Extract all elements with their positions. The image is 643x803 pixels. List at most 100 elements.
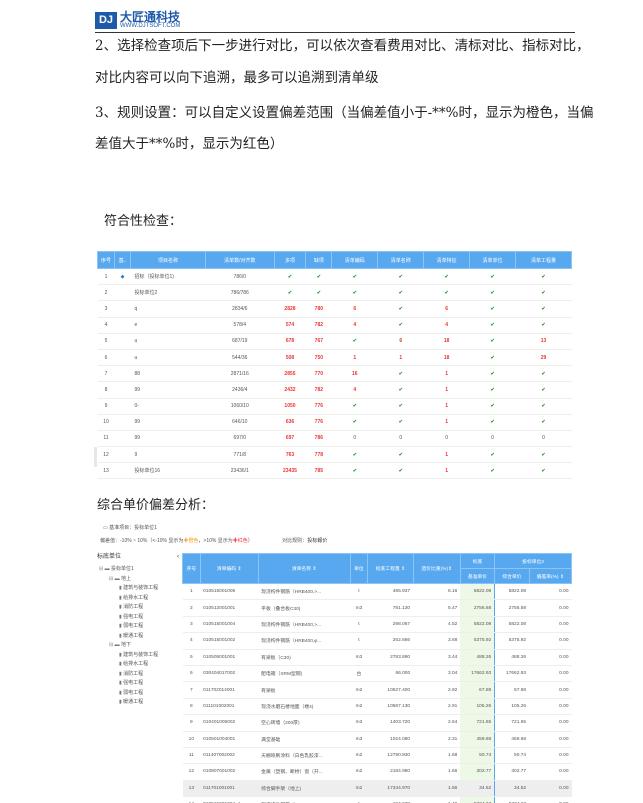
check-icon: ✔	[398, 467, 403, 474]
cell: 488.26	[460, 649, 496, 666]
tree-item[interactable]: ▮ 建筑与装饰工程	[97, 584, 179, 594]
cell: 1050	[274, 398, 306, 415]
column-header: 清单编码	[331, 251, 379, 269]
check-icon: ✔	[541, 403, 546, 410]
tree-item[interactable]: ▮ 给排水工程	[97, 594, 179, 604]
cell: 010515001005	[200, 583, 259, 601]
cell: 488.26	[494, 649, 530, 666]
table-row[interactable]: 11 99 697/0 697 786 0 0 0 0 0	[97, 430, 572, 448]
tree-item[interactable]: ⊟ ▬ 地下	[97, 641, 179, 651]
table-row[interactable]: 10 99 646/10 636 776 ✔ ✔ 1 ✔ ✔	[97, 414, 572, 431]
cell: 3	[182, 616, 201, 634]
table-row[interactable]: 2 010512001001 平板（叠合板C30) m3 781.130 5.47 2756…	[182, 599, 572, 617]
cell: 1	[423, 462, 470, 480]
cell: 1	[97, 268, 115, 286]
scrollbar[interactable]	[94, 447, 97, 467]
table-row[interactable]: 12 010807001002 金属（塑钢、断桥）窗（开... m2 2184.980 1…	[182, 763, 572, 781]
check-icon: ✔	[398, 273, 403, 280]
file-icon: ▮	[119, 594, 124, 601]
col-code[interactable]: 清单编码 ⇕	[199, 553, 259, 584]
table-row[interactable]: 8 99 2436/4 2432 782 4 ✔ 1 ✔ ✔	[97, 381, 572, 399]
cell: m2	[350, 747, 368, 765]
cell: 3	[97, 300, 115, 318]
cell-check: ✔	[469, 300, 516, 318]
file-icon: ▮	[119, 651, 124, 658]
cell: 1	[423, 365, 470, 383]
table-row[interactable]: 2 投标单位2 786/786 ✔ ✔ ✔ ✔ ✔ ✔ ✔	[97, 284, 572, 302]
paragraph-line: 对比内容可以向下追溯，最多可以追溯到清单级	[95, 70, 379, 86]
cell: 空心砖墙（200厚)	[258, 714, 351, 732]
col-ratio[interactable]: 造价比重(%)⇕	[412, 553, 461, 584]
cell-check: ✔	[274, 284, 306, 302]
table-row[interactable]: 3 010515001004 现浇构件钢筋（HRB400,>... t 298.067 4…	[182, 616, 572, 634]
check-icon: ✔	[541, 370, 546, 377]
table-row[interactable]: 4 e 578/4 574 782 4 ✔ 4 ✔ ✔	[97, 317, 572, 334]
cell: 0.00	[529, 665, 572, 683]
cell: 776	[305, 398, 332, 415]
table-row[interactable]: 8 011101002001 现浇水磨石楼地面（楼4) m2 10587.130 2.91…	[182, 698, 572, 716]
cell: 综合脚手架（地上)	[258, 780, 351, 798]
cell: 636	[274, 414, 306, 431]
cell-base	[114, 349, 131, 367]
tree-item[interactable]: ▮ 消防工程	[97, 670, 179, 680]
table-row[interactable]: 13 投标单位16 23436/1 23435 785 ✔ ✔ 1 ✔ ✔	[97, 462, 572, 480]
tree-item[interactable]: ▮ 暖通工程	[97, 698, 179, 708]
table-row[interactable]: 5 u 687/19 678 767 ✔ 6 18 ✔ 13	[97, 333, 572, 350]
cell-check: ✔	[377, 284, 424, 302]
collapse-icon[interactable]: ‹	[177, 554, 179, 560]
tree-item[interactable]: ⊟ ▬ 投标单位1	[97, 565, 179, 575]
cell: 现浇构件钢筋（HRB400,φ...	[258, 796, 351, 803]
cell: 67.88	[460, 681, 496, 699]
table-row[interactable]: 3 q 2834/6 2828 780 6 ✔ 6 ✔ ✔	[97, 300, 572, 318]
tree-item[interactable]: ⊟ ▬ 地上	[97, 575, 179, 585]
col-qty[interactable]: 标底工程量 ⇕	[367, 553, 414, 584]
table-row[interactable]: 13 011701001001 综合脚手架（地上) m2 17344.970 1.56 34…	[182, 780, 572, 798]
table-row[interactable]: 1 ◆ 招标（投标单位1) 786/0 ✔ ✔ ✔ ✔ ✔ ✔ ✔	[97, 268, 572, 286]
table-row[interactable]: 4 010515001002 现浇构件钢筋（HRB400,φ... t 262.666 3…	[182, 632, 572, 650]
cell: 6	[423, 300, 470, 318]
cell: 697	[274, 430, 306, 448]
table-row[interactable]: 6 u 544/36 508 750 1 1 18 ✔ 29	[97, 349, 572, 367]
cell: 011407002002	[200, 747, 259, 765]
col-deviation[interactable]: 偏差率(%) ⇕	[528, 568, 573, 584]
table-row[interactable]: 9 010401005002 空心砖墙（200厚) m3 1403.720 2.64 721…	[182, 714, 572, 732]
cell: t	[350, 796, 368, 803]
company-logo: DJ 大匠通科技 WWW.DJTSOFT.COM	[95, 11, 180, 29]
table-row[interactable]: 12 9 771/8 763 778 ✔ ✔ 1 ✔ ✔	[97, 446, 572, 464]
cell: 786	[305, 430, 332, 448]
tree-item[interactable]: ▮ 消防工程	[97, 603, 179, 613]
tree-item[interactable]: ▮ 强电工程	[97, 679, 179, 689]
table-row[interactable]: 6 030404017002 配电箱（XRM型钢) 台 66.000 3.04 17662.…	[182, 665, 572, 683]
table-row[interactable]: 7 88 2871/16 2855 770 16 ✔ 1 ✔ ✔	[97, 365, 572, 383]
tree-item[interactable]: ▮ 给排水工程	[97, 660, 179, 670]
table-row[interactable]: 9 0- 1060/10 1050 776 ✔ ✔ 1 ✔ ✔	[97, 398, 572, 415]
cell: 17662.93	[494, 665, 530, 683]
tree-item[interactable]: ▮ 强电工程	[97, 613, 179, 623]
cell-base: ◆	[114, 268, 131, 286]
tree-item[interactable]: ▮ 暖通工程	[97, 632, 179, 642]
tree-item[interactable]: ▮ 弱电工程	[97, 689, 179, 699]
table-row[interactable]: 10 010501004001 满堂基础 m3 1024.080 2.31 459.68 45…	[182, 731, 572, 748]
tree-item[interactable]: ▮ 弱电工程	[97, 622, 179, 632]
cell-check: ✔	[331, 446, 378, 464]
table-row[interactable]: 5 010505001001 有梁板（C30) m3 2783.890 3.44 488.2…	[182, 649, 572, 666]
cell-check: ✔	[515, 446, 572, 464]
check-icon: ✔	[490, 370, 495, 377]
table-row[interactable]: 1 010515001005 现浇构件钢筋（HRB400,>... t 485.937 6…	[182, 583, 572, 601]
tree-label: 暖通工程	[123, 632, 144, 639]
tree-item[interactable]: ▮ 建筑与装饰工程	[97, 651, 179, 661]
cell: 5375.92	[460, 632, 496, 650]
cell-check: ✔	[469, 349, 516, 367]
table-row[interactable]: 14010515001004_1现浇构件钢筋（HRB400,φ...t184.6…	[182, 796, 572, 803]
col-name[interactable]: 清单名称 ⇕	[257, 553, 351, 584]
table-row[interactable]: 11 011407002002 天棚喷刷涂料（白色乳胶漆... m2 12790.930…	[182, 747, 572, 765]
cell-check: ✔	[515, 317, 572, 334]
check-icon: ✔	[490, 273, 495, 280]
cell: 780	[305, 300, 332, 318]
cell: 010401005002	[200, 714, 259, 732]
tree-label: 消防工程	[123, 670, 144, 677]
table-row[interactable]: 7 011702014001 有梁板 m2 10527.400 2.92 67.88 67.8…	[182, 681, 572, 699]
cell: 10587.130	[367, 698, 414, 716]
cell: 786/0	[205, 268, 275, 286]
cell: 298.067	[367, 616, 414, 634]
